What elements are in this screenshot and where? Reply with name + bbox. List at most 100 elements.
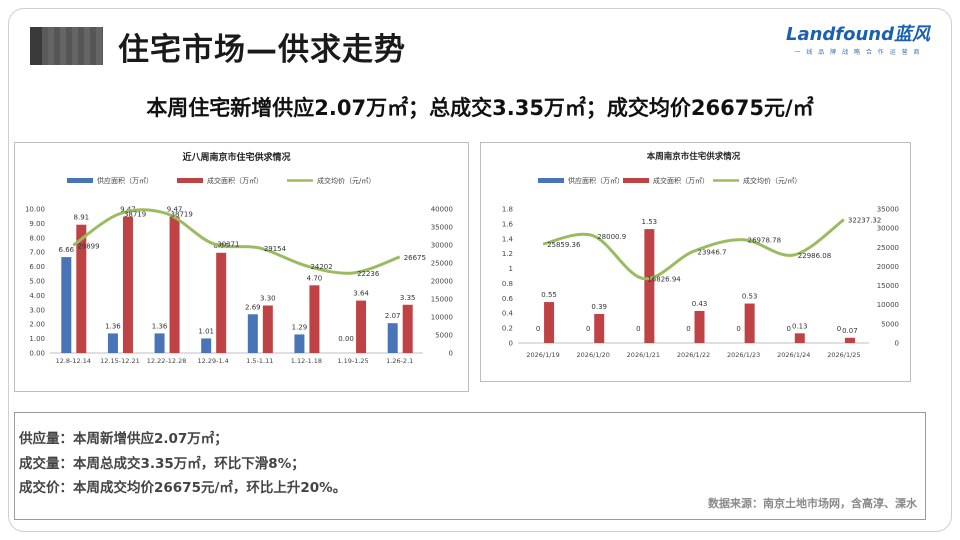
y-left-tick-label: 0.4 (502, 310, 514, 318)
deal-data-label: 3.30 (260, 294, 276, 302)
supply-data-label: 2.69 (245, 303, 261, 311)
deal-bar (744, 303, 755, 343)
y-left-tick-label: 7.00 (29, 249, 45, 257)
y-right-tick-label: 15000 (877, 282, 899, 290)
y-left-tick-label: 6.00 (29, 263, 45, 271)
x-tick-label: 12.22-12.28 (147, 357, 187, 365)
y-left-tick-label: 1.2 (502, 250, 513, 258)
deal-data-label: 3.64 (353, 290, 369, 298)
deal-bar (594, 313, 605, 343)
y-left-tick-label: 0.8 (502, 280, 513, 288)
summary-deal: 成交量：本周总成交3.35万㎡，环比下滑8%； (19, 456, 305, 472)
y-left-tick-label: 0 (509, 340, 513, 348)
supply-data-label: 0 (536, 325, 540, 333)
y-left-tick-label: 10.00 (25, 206, 45, 214)
deal-bar (216, 252, 227, 353)
supply-data-label: 1.01 (198, 327, 214, 335)
data-source: 数据来源：南京土地市场网，含高淳、溧水 (708, 497, 917, 510)
y-right-tick-label: 0 (895, 340, 899, 348)
deal-data-label: 9.47 (167, 206, 183, 214)
y-left-tick-label: 5.00 (29, 278, 45, 286)
price-data-label: 22236 (357, 270, 380, 278)
y-right-tick-label: 20000 (431, 278, 453, 286)
header-logo-block (30, 27, 103, 65)
supply-data-label: 0 (586, 325, 590, 333)
supply-data-label: 0 (837, 325, 841, 333)
legend-swatch (177, 178, 203, 183)
price-data-label: 29154 (264, 245, 287, 253)
x-tick-label: 12.29-1.4 (198, 357, 229, 365)
y-right-tick-label: 35000 (431, 224, 453, 232)
price-data-label: 26675 (404, 254, 426, 262)
x-tick-label: 1.5-1.11 (246, 357, 273, 365)
supply-bar (247, 314, 258, 353)
deal-bar (169, 216, 180, 353)
y-left-tick-label: 1 (509, 265, 513, 273)
deal-bar (844, 337, 855, 343)
summary-price: 成交价：本周成交均价26675元/㎡，环比上升20%。 (19, 480, 347, 496)
page-title: 住宅市场—供求走势 (118, 32, 406, 68)
x-tick-label: 1.19-1.25 (337, 357, 368, 365)
legend-label: 成交均价（元/㎡） (743, 176, 801, 185)
x-tick-label: 1.26-2.1 (386, 357, 413, 365)
legend-label: 成交均价（元/㎡） (317, 176, 375, 185)
x-tick-label: 2026/1/21 (627, 351, 660, 359)
deal-bar (644, 229, 655, 343)
chart-title: 近八周南京市住宅供求情况 (182, 151, 290, 163)
y-left-tick-label: 1.8 (502, 206, 513, 214)
deal-bar (76, 224, 87, 353)
deal-data-label: 0.13 (792, 322, 808, 330)
legend-swatch (67, 178, 93, 183)
supply-data-label: 0.00 (338, 335, 354, 343)
y-left-tick-label: 1.6 (502, 220, 514, 228)
price-data-label: 23946.7 (698, 248, 727, 256)
x-tick-label: 12.8-12.14 (56, 357, 91, 365)
y-left-tick-label: 0.00 (29, 350, 45, 358)
y-left-tick-label: 8.00 (29, 234, 45, 242)
supply-data-label: 1.29 (292, 323, 308, 331)
daily-chart: 本周南京市住宅供求情况 供应面积（万㎡） 成交面积（万㎡） 成交均价（元/㎡） 0 0.2… (480, 142, 911, 382)
legend-label: 供应面积（万㎡） (568, 176, 624, 185)
supply-data-label: 1.36 (152, 322, 168, 330)
price-data-label: 25859.36 (547, 241, 581, 249)
weekly-chart: 近八周南京市住宅供求情况 供应面积（万㎡） 成交面积（万㎡） 成交均价（元/㎡） 0.0… (14, 142, 469, 392)
x-tick-label: 2026/1/22 (677, 351, 710, 359)
y-right-tick-label: 35000 (877, 206, 899, 214)
y-left-tick-label: 0.2 (502, 325, 513, 333)
y-right-tick-label: 25000 (431, 260, 453, 268)
y-right-tick-label: 30000 (877, 225, 899, 233)
y-left-tick-label: 9.00 (29, 220, 45, 228)
y-right-tick-label: 30000 (431, 242, 453, 250)
price-data-label: 38719 (124, 211, 146, 219)
y-right-tick-label: 10000 (877, 301, 899, 309)
price-data-label: 29899 (77, 242, 99, 250)
legend-label: 成交面积（万㎡） (653, 176, 709, 185)
x-tick-label: 1.12-1.18 (291, 357, 322, 365)
price-data-label: 24202 (310, 263, 332, 271)
price-data-label: 30371 (217, 241, 239, 249)
brand-name: Landfound蓝风 (785, 24, 930, 45)
price-data-label: 16826.94 (647, 276, 681, 284)
price-data-label: 22986.08 (798, 252, 831, 260)
supply-bar (294, 334, 305, 353)
y-left-tick-label: 1.00 (29, 335, 45, 343)
legend-label: 供应面积（万㎡） (97, 176, 153, 185)
price-data-label: 26978.78 (748, 237, 781, 245)
supply-data-label: 0 (636, 325, 640, 333)
y-right-tick-label: 15000 (431, 296, 453, 304)
deal-data-label: 8.91 (74, 214, 90, 222)
price-data-label: 28000.9 (597, 233, 626, 241)
supply-data-label: 2.07 (385, 312, 401, 320)
summary-supply: 供应量：本周新增供应2.07万㎡； (19, 431, 228, 447)
price-line (542, 218, 845, 281)
deal-data-label: 3.35 (400, 294, 416, 302)
deal-bar (402, 304, 413, 353)
x-tick-label: 2026/1/19 (526, 351, 559, 359)
deal-data-label: 0.07 (842, 327, 858, 335)
headline: 本周住宅新增供应2.07万㎡；总成交3.35万㎡；成交均价26675元/㎡ (146, 96, 814, 120)
legend-swatch (623, 178, 649, 183)
brand-slogan: 一 线 品 牌 战 略 合 作 运 营 商 (794, 49, 922, 56)
y-left-tick-label: 4.00 (29, 292, 45, 300)
deal-bar (694, 310, 705, 343)
